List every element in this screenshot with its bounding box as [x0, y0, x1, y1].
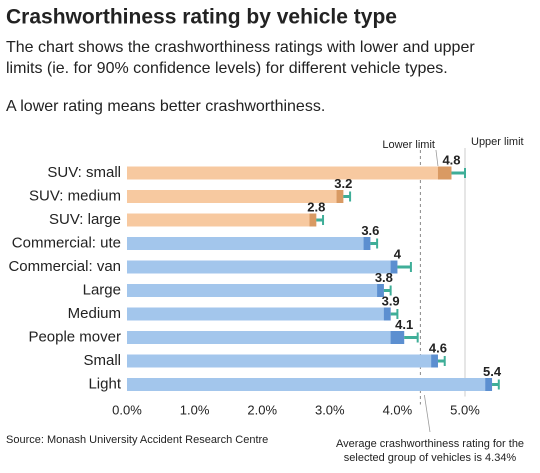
- y-tick-label: Medium: [68, 305, 121, 322]
- value-label: 4.8: [442, 152, 460, 167]
- y-tick-label: Small: [83, 352, 121, 369]
- bar: [127, 354, 438, 368]
- bar: [127, 284, 384, 297]
- x-tick-label: 2.0%: [247, 402, 277, 417]
- lower-range: [390, 331, 405, 344]
- average-label: Average crashworthiness rating for the: [336, 438, 524, 450]
- value-label: 3.2: [334, 176, 352, 191]
- source: Source: Monash University Accident Resea…: [6, 434, 268, 446]
- upper-limit-label: Upper limit: [471, 136, 524, 148]
- average-label: selected group of vehicles is 4.34%: [344, 452, 517, 464]
- lower-range: [336, 190, 344, 203]
- y-tick-label: SUV: medium: [29, 187, 121, 204]
- x-tick-label: 3.0%: [315, 402, 345, 417]
- x-tick-label: 1.0%: [180, 402, 210, 417]
- lower-range: [437, 166, 452, 180]
- value-label: 5.4: [483, 364, 502, 379]
- value-label: 2.8: [307, 199, 325, 214]
- lower-limit-label: Lower limit: [382, 139, 435, 151]
- y-tick-label: Light: [88, 375, 121, 392]
- lower-range: [390, 260, 398, 274]
- lower-range: [485, 378, 493, 391]
- bar: [127, 260, 398, 274]
- lower-range: [363, 237, 371, 250]
- bar: [127, 378, 493, 391]
- x-tick-label: 0.0%: [112, 402, 142, 417]
- y-tick-label: People mover: [28, 328, 121, 345]
- subtitle: limits (ie. for 90% confidence levels) f…: [6, 60, 448, 77]
- subtitle: The chart shows the crashworthiness rati…: [6, 39, 475, 56]
- chart-title: Crashworthiness rating by vehicle type: [6, 6, 397, 29]
- note: A lower rating means better crashworthin…: [6, 98, 325, 115]
- y-tick-label: Commercial: van: [8, 258, 121, 275]
- y-tick-label: Commercial: ute: [12, 234, 121, 251]
- bar: [127, 213, 317, 227]
- bar: [127, 331, 405, 344]
- y-tick-label: SUV: small: [47, 164, 121, 181]
- leader-line: [435, 149, 439, 167]
- value-label: 3.6: [361, 223, 379, 238]
- y-tick-label: SUV: large: [49, 211, 121, 228]
- leader-line: [423, 394, 431, 433]
- bar: [127, 237, 371, 250]
- value-label: 4.6: [429, 340, 447, 355]
- x-tick-label: 4.0%: [383, 402, 413, 417]
- bar: [127, 307, 391, 321]
- bar: [127, 190, 344, 203]
- y-tick-label: Large: [83, 281, 121, 298]
- value-label: 3.9: [382, 293, 400, 308]
- bar: [127, 166, 452, 180]
- lower-range: [383, 307, 391, 321]
- value-label: 3.8: [375, 270, 393, 285]
- lower-range: [377, 284, 384, 297]
- lower-range: [431, 354, 438, 368]
- value-label: 4: [394, 246, 402, 261]
- x-tick-label: 5.0%: [450, 402, 480, 417]
- value-label: 4.1: [395, 317, 413, 332]
- lower-range: [309, 213, 317, 227]
